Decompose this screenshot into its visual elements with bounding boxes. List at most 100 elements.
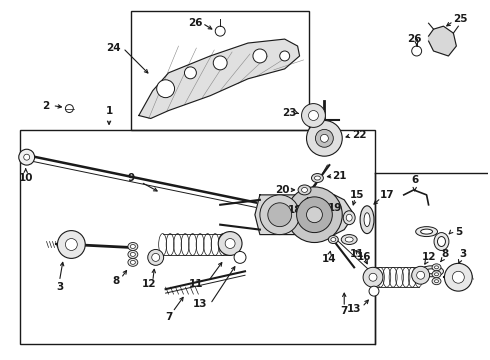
- Circle shape: [148, 249, 164, 265]
- Circle shape: [260, 195, 299, 235]
- Ellipse shape: [130, 244, 135, 248]
- Circle shape: [19, 149, 35, 165]
- Circle shape: [268, 203, 292, 227]
- Circle shape: [213, 56, 227, 70]
- Ellipse shape: [315, 176, 320, 180]
- Ellipse shape: [130, 260, 135, 264]
- Circle shape: [280, 51, 290, 61]
- Ellipse shape: [331, 238, 336, 242]
- Text: 4: 4: [452, 272, 459, 282]
- Text: 8: 8: [442, 249, 449, 260]
- Ellipse shape: [310, 205, 321, 215]
- Circle shape: [287, 187, 342, 243]
- Text: 11: 11: [189, 279, 204, 289]
- Text: 5: 5: [455, 226, 462, 237]
- Circle shape: [218, 231, 242, 255]
- Text: 9: 9: [127, 173, 134, 183]
- Ellipse shape: [419, 266, 443, 277]
- Circle shape: [157, 80, 174, 98]
- Ellipse shape: [128, 243, 138, 251]
- Text: 22: 22: [352, 130, 367, 140]
- Text: 6: 6: [411, 175, 418, 185]
- Circle shape: [307, 207, 322, 223]
- Text: 8: 8: [112, 276, 120, 286]
- Ellipse shape: [416, 227, 438, 237]
- Ellipse shape: [432, 271, 441, 278]
- Polygon shape: [139, 39, 299, 118]
- Circle shape: [152, 253, 160, 261]
- Text: 12: 12: [421, 252, 436, 262]
- Ellipse shape: [128, 251, 138, 258]
- Text: 24: 24: [106, 43, 121, 53]
- Ellipse shape: [364, 213, 370, 227]
- Circle shape: [416, 271, 425, 279]
- Text: 11: 11: [350, 249, 365, 260]
- Circle shape: [57, 231, 85, 258]
- Ellipse shape: [298, 185, 311, 195]
- Ellipse shape: [435, 266, 439, 269]
- Circle shape: [307, 121, 342, 156]
- Text: 12: 12: [142, 279, 156, 289]
- Ellipse shape: [328, 235, 338, 243]
- Ellipse shape: [128, 258, 138, 266]
- Ellipse shape: [346, 214, 352, 221]
- Text: 1: 1: [105, 105, 113, 116]
- Circle shape: [234, 251, 246, 264]
- Text: 26: 26: [188, 18, 203, 28]
- Text: 25: 25: [453, 14, 467, 24]
- Ellipse shape: [435, 280, 439, 283]
- Ellipse shape: [312, 174, 323, 183]
- Circle shape: [452, 271, 465, 283]
- Circle shape: [369, 273, 377, 281]
- Text: 18: 18: [287, 205, 302, 215]
- Circle shape: [316, 129, 333, 147]
- Ellipse shape: [426, 269, 438, 274]
- Bar: [131, 11, 310, 130]
- Ellipse shape: [432, 264, 441, 271]
- Ellipse shape: [130, 252, 135, 256]
- Circle shape: [253, 49, 267, 63]
- Circle shape: [301, 104, 325, 127]
- Circle shape: [369, 286, 379, 296]
- Ellipse shape: [345, 237, 353, 242]
- Ellipse shape: [432, 278, 441, 285]
- Circle shape: [225, 239, 235, 248]
- Text: 26: 26: [407, 34, 422, 44]
- Text: 7: 7: [165, 312, 172, 322]
- Polygon shape: [255, 195, 354, 235]
- Ellipse shape: [313, 207, 318, 212]
- Polygon shape: [429, 26, 456, 56]
- Circle shape: [65, 239, 77, 251]
- Ellipse shape: [343, 211, 355, 225]
- Text: 23: 23: [282, 108, 297, 117]
- Bar: [20, 130, 375, 344]
- Ellipse shape: [420, 229, 433, 234]
- Text: 15: 15: [350, 190, 365, 200]
- Circle shape: [184, 67, 196, 79]
- Text: 21: 21: [332, 171, 346, 181]
- Ellipse shape: [435, 273, 439, 276]
- Ellipse shape: [434, 233, 449, 251]
- Ellipse shape: [438, 237, 445, 247]
- Text: 16: 16: [357, 252, 371, 262]
- Text: 3: 3: [56, 282, 63, 292]
- Text: 2: 2: [42, 100, 49, 111]
- Circle shape: [363, 267, 383, 287]
- Ellipse shape: [360, 206, 374, 234]
- Text: 13: 13: [347, 304, 362, 314]
- Text: 17: 17: [380, 190, 394, 200]
- Ellipse shape: [341, 235, 357, 244]
- Circle shape: [412, 266, 430, 284]
- Text: 7: 7: [341, 306, 348, 316]
- Circle shape: [320, 134, 328, 142]
- Text: 14: 14: [322, 255, 337, 264]
- Ellipse shape: [301, 188, 308, 192]
- Circle shape: [24, 154, 30, 160]
- Text: 20: 20: [275, 185, 290, 195]
- Text: 19: 19: [328, 203, 343, 213]
- Text: 10: 10: [19, 173, 33, 183]
- Text: 3: 3: [460, 249, 467, 260]
- Circle shape: [444, 264, 472, 291]
- Circle shape: [309, 111, 318, 121]
- Circle shape: [296, 197, 332, 233]
